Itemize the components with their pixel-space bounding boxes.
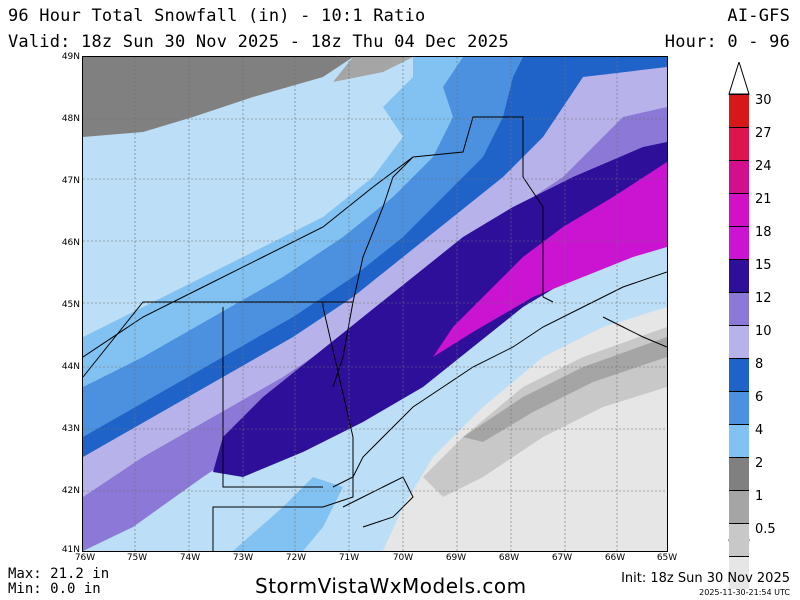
legend-swatch [729, 193, 749, 226]
lat-label: 46N [61, 238, 80, 248]
legend-swatch [729, 523, 749, 556]
lat-label: 45N [61, 300, 80, 310]
generated-timestamp: 2025-11-30-21:54 UTC [699, 588, 790, 597]
legend-label: 18 [755, 225, 772, 240]
map-title: 96 Hour Total Snowfall (in) - 10:1 Ratio [8, 6, 426, 26]
lat-label: 42N [61, 486, 80, 496]
legend-label: 12 [755, 291, 772, 306]
legend-label: 10 [755, 324, 772, 339]
lon-label: 74W [179, 553, 201, 563]
legend-swatch [729, 490, 749, 523]
lon-label: 72W [285, 553, 307, 563]
legend-label: 21 [755, 192, 772, 207]
model-name: AI-GFS [727, 6, 790, 26]
legend-label: 4 [755, 423, 764, 438]
lat-label: 44N [61, 362, 80, 372]
legend-swatch [729, 325, 749, 358]
lat-label: 41N [61, 545, 80, 555]
lat-label: 48N [61, 114, 80, 124]
legend-label: 30 [755, 93, 772, 108]
legend-label: 6 [755, 390, 764, 405]
max-value: Max: 21.2 in [8, 566, 110, 582]
legend-swatch [729, 358, 749, 391]
legend-label: 27 [755, 126, 772, 141]
site-watermark: StormVistaWxModels.com [255, 574, 527, 598]
legend-swatch [729, 457, 749, 490]
legend-label: 1 [755, 489, 764, 504]
forecast-hour-range: Hour: 0 - 96 [664, 32, 790, 52]
legend-swatch [729, 127, 749, 160]
min-value: Min: 0.0 in [8, 581, 101, 597]
legend-swatch [729, 556, 749, 589]
legend-label: 2 [755, 456, 764, 471]
legend-label: 15 [755, 258, 772, 273]
lon-label: 75W [126, 553, 148, 563]
legend-label: 24 [755, 159, 772, 174]
lat-label: 49N [61, 52, 80, 62]
legend-swatch [729, 160, 749, 193]
legend-swatch [729, 94, 749, 127]
legend-swatch [729, 259, 749, 292]
legend-swatch [729, 226, 749, 259]
legend-swatch [729, 292, 749, 325]
snowfall-shading [83, 57, 667, 551]
lon-label: 65W [656, 553, 678, 563]
lon-label: 66W [604, 553, 626, 563]
lon-label: 70W [392, 553, 414, 563]
lon-label: 73W [232, 553, 254, 563]
lon-label: 68W [498, 553, 520, 563]
snowfall-map [82, 56, 668, 552]
lat-label: 43N [61, 424, 80, 434]
init-time: Init: 18z Sun 30 Nov 2025 [621, 571, 790, 586]
lon-label: 67W [551, 553, 573, 563]
legend-label: 0.5 [755, 522, 776, 537]
lon-label: 69W [445, 553, 467, 563]
lat-label: 47N [61, 176, 80, 186]
valid-period: Valid: 18z Sun 30 Nov 2025 - 18z Thu 04 … [8, 32, 509, 52]
legend-label: 8 [755, 357, 764, 372]
legend-swatch [729, 424, 749, 457]
lon-label: 71W [338, 553, 360, 563]
legend-swatch [729, 391, 749, 424]
lon-label: 76W [74, 553, 96, 563]
color-legend: 30 27 24 21 18 15 12 10 8 6 4 2 1 0.5 [727, 62, 797, 589]
